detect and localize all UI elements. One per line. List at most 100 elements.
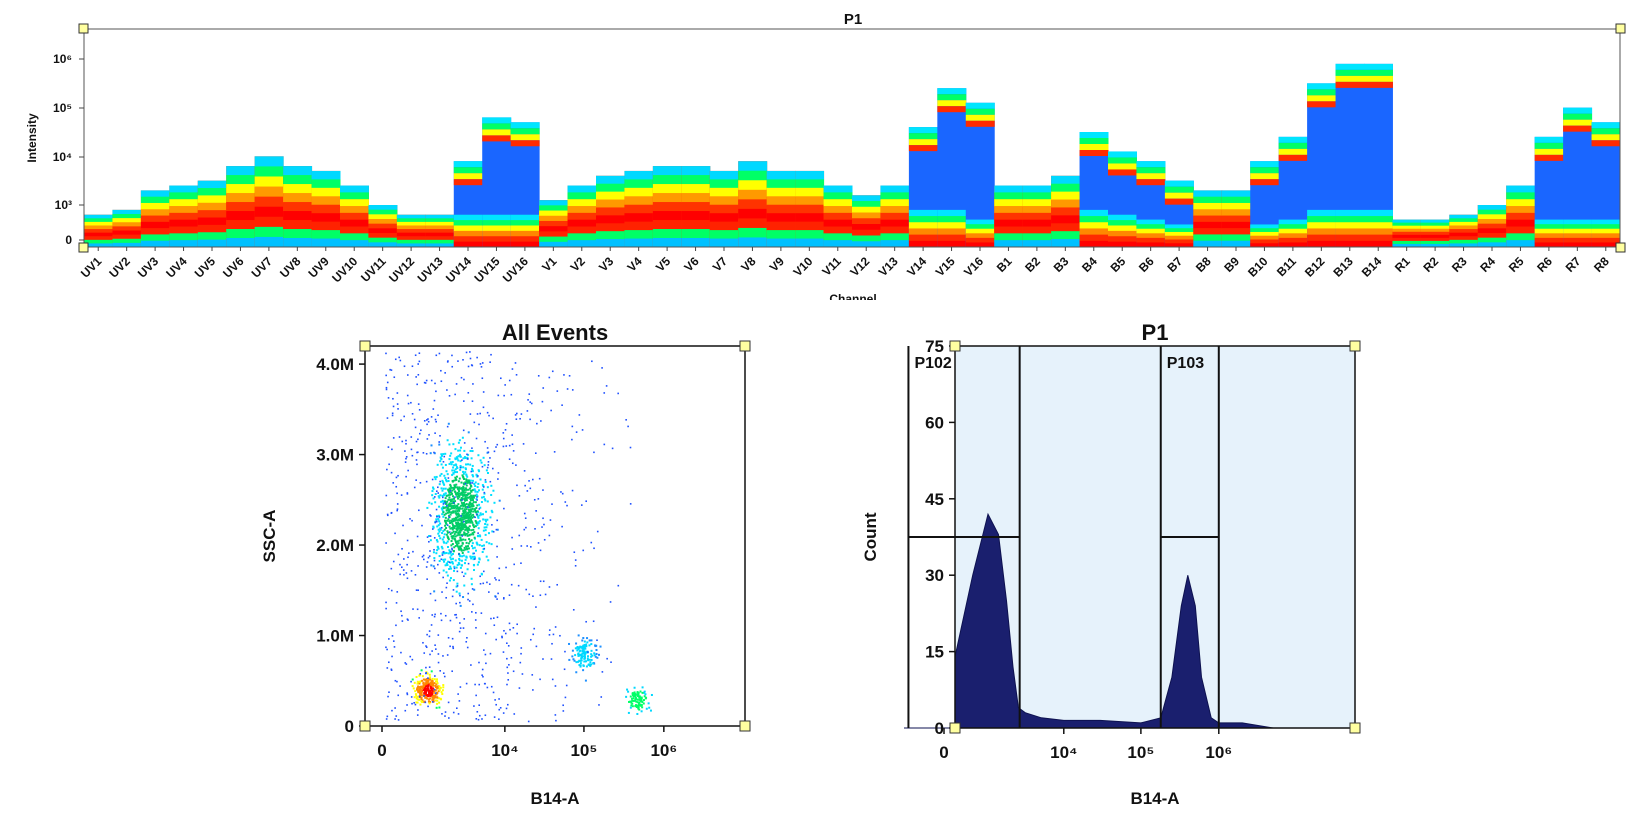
scatter-point — [638, 708, 641, 711]
scatter-point — [493, 716, 496, 718]
scatter-point — [429, 514, 431, 516]
scatter-point — [425, 452, 428, 455]
scatter-point — [556, 583, 559, 586]
spectrum-band — [1449, 218, 1479, 223]
scatter-point — [634, 696, 637, 699]
scatter-point — [603, 443, 606, 446]
histogram-handle-top-right[interactable] — [1349, 340, 1361, 352]
scatter-point — [451, 473, 454, 476]
scatter-point — [629, 695, 632, 698]
scatter-point — [516, 484, 518, 487]
histogram-handle-top-left[interactable] — [949, 340, 961, 352]
scatter-point — [636, 712, 639, 715]
scatter-point — [453, 533, 456, 536]
histogram-handle-bottom-left[interactable] — [949, 722, 961, 734]
resize-handle-top-right[interactable] — [1615, 23, 1626, 34]
scatter-point — [464, 471, 467, 474]
scatter-point — [459, 460, 462, 463]
spectrum-band — [112, 238, 142, 244]
scatter-point — [479, 506, 482, 509]
resize-handle-bottom-right[interactable] — [1615, 242, 1626, 253]
scatter-point — [439, 456, 442, 459]
scatter-point — [496, 519, 499, 522]
spectrum-band — [823, 219, 853, 228]
scatter-point — [472, 501, 475, 504]
spectrum-cap-band — [1079, 138, 1109, 144]
scatter-point — [427, 683, 430, 686]
scatter-point — [550, 658, 553, 660]
scatter-point — [450, 519, 453, 522]
scatter-point — [559, 634, 561, 637]
scatter-point — [418, 409, 421, 411]
spectrum-band — [226, 202, 256, 212]
scatter-point — [517, 584, 520, 587]
scatter-point — [449, 508, 452, 511]
scatter-point — [456, 564, 459, 567]
scatter-point — [645, 707, 648, 710]
scatter-point — [457, 531, 460, 534]
scatter-point — [494, 577, 496, 579]
spectrum-low-band — [1591, 242, 1621, 248]
scatter-point — [471, 400, 474, 403]
scatter-handle-top-left[interactable] — [359, 340, 371, 352]
resize-handle-bottom-left[interactable] — [78, 242, 89, 253]
spectrum-band — [254, 196, 284, 208]
scatter-handle-bottom-right[interactable] — [739, 720, 751, 732]
resize-handle-top-left[interactable] — [78, 23, 89, 34]
spectrum-band — [766, 204, 796, 214]
scatter-point — [458, 700, 461, 702]
scatter-point — [452, 505, 455, 508]
scatter-point — [442, 686, 445, 689]
spectrum-cap-band — [965, 120, 995, 127]
spectrum-band — [880, 219, 910, 228]
scatter-point — [478, 557, 481, 560]
spectrum-band — [1051, 239, 1081, 248]
scatter-point — [459, 536, 462, 539]
scatter-point — [456, 707, 458, 710]
scatter-point — [432, 551, 435, 554]
scatter-point — [426, 684, 429, 687]
spectrum-low-band — [1108, 220, 1137, 226]
scatter-point — [407, 469, 409, 472]
scatter-point — [467, 527, 470, 530]
scatter-point — [465, 473, 468, 476]
scatter-point — [481, 674, 483, 677]
scatter-point — [432, 687, 435, 690]
spectrum-column — [567, 185, 597, 248]
scatter-point — [457, 561, 460, 564]
spectrum-cap-band — [1278, 154, 1308, 161]
scatter-handle-bottom-left[interactable] — [359, 720, 371, 732]
spectrum-band — [738, 237, 768, 248]
scatter-point — [459, 547, 462, 550]
scatter-point — [438, 687, 441, 690]
scatter-point — [435, 390, 437, 393]
scatter-point — [445, 478, 448, 481]
spectrum-band — [681, 193, 711, 203]
spectrum-low-band — [1563, 237, 1593, 243]
scatter-point — [386, 514, 389, 517]
scatter-point — [463, 493, 466, 496]
scatter-point — [449, 533, 452, 536]
scatter-point — [469, 492, 472, 495]
scatter-point — [449, 490, 452, 492]
scatter-point — [593, 451, 595, 454]
scatter-point — [438, 441, 440, 443]
spectrum-low-band — [453, 225, 483, 232]
spectrum-band — [652, 211, 682, 221]
scatter-point — [477, 535, 480, 538]
scatter-point — [562, 704, 564, 707]
scatter-point — [471, 482, 474, 484]
scatter-point — [491, 524, 493, 526]
spectrum-band — [766, 179, 796, 189]
scatter-point — [532, 689, 534, 691]
spectrum-cap-band — [908, 139, 938, 146]
scatter-point — [581, 639, 584, 642]
scatter-handle-top-right[interactable] — [739, 340, 751, 352]
histogram-handle-bottom-right[interactable] — [1349, 722, 1361, 734]
spectrum-band — [1193, 228, 1223, 235]
scatter-point — [480, 538, 483, 541]
scatter-point — [471, 555, 474, 558]
scatter-point — [449, 461, 452, 464]
scatter-point — [458, 592, 461, 595]
